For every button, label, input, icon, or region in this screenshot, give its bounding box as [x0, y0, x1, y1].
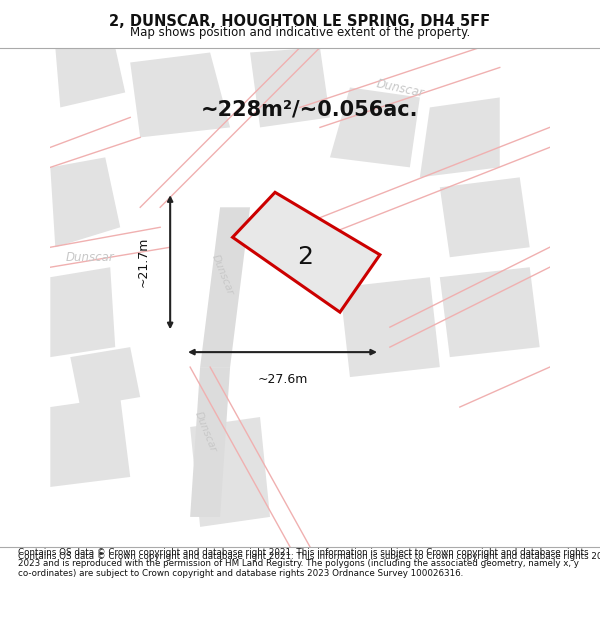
Text: ~21.7m: ~21.7m: [136, 237, 149, 288]
Text: Dunscar: Dunscar: [374, 77, 425, 100]
Polygon shape: [50, 268, 115, 357]
Polygon shape: [330, 88, 420, 168]
Text: Contains OS data © Crown copyright and database right 2021. This information is : Contains OS data © Crown copyright and d…: [18, 552, 600, 561]
Polygon shape: [200, 208, 250, 367]
Text: ~27.6m: ~27.6m: [257, 373, 308, 386]
Polygon shape: [130, 52, 230, 138]
Polygon shape: [190, 417, 270, 527]
Polygon shape: [50, 397, 130, 487]
Polygon shape: [190, 367, 230, 517]
Polygon shape: [55, 48, 125, 108]
Polygon shape: [440, 268, 540, 357]
Text: 2: 2: [297, 245, 313, 269]
Text: Dunscar: Dunscar: [210, 253, 235, 296]
Polygon shape: [420, 98, 500, 178]
Polygon shape: [340, 278, 440, 377]
Polygon shape: [50, 158, 120, 248]
Text: Map shows position and indicative extent of the property.: Map shows position and indicative extent…: [130, 26, 470, 39]
Text: Dunscar: Dunscar: [193, 410, 218, 454]
Polygon shape: [70, 347, 140, 407]
Text: Dunscar: Dunscar: [66, 251, 115, 264]
Text: 2, DUNSCAR, HOUGHTON LE SPRING, DH4 5FF: 2, DUNSCAR, HOUGHTON LE SPRING, DH4 5FF: [109, 14, 491, 29]
Polygon shape: [250, 48, 330, 128]
Polygon shape: [440, 177, 530, 258]
Text: Contains OS data © Crown copyright and database right 2021. This information is : Contains OS data © Crown copyright and d…: [18, 549, 589, 578]
Polygon shape: [233, 192, 380, 312]
Text: ~228m²/~0.056ac.: ~228m²/~0.056ac.: [201, 100, 419, 120]
